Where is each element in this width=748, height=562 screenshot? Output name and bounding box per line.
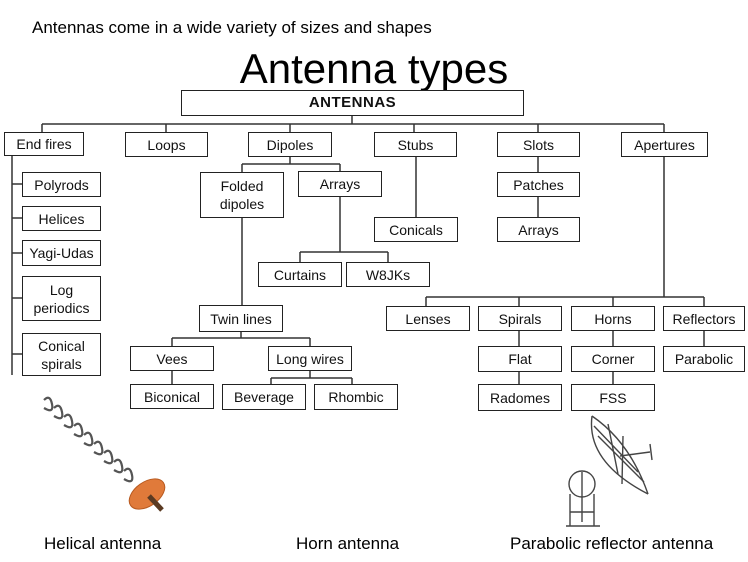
node-horns: Horns [571, 306, 655, 331]
node-yagi-udas: Yagi-Udas [22, 240, 101, 266]
top-caption: Antennas come in a wide variety of sizes… [32, 18, 432, 37]
node-dipoles: Dipoles [248, 132, 332, 157]
node-antennas: ANTENNAS [181, 90, 524, 116]
node-corner: Corner [571, 346, 655, 372]
node-flat: Flat [478, 346, 562, 372]
node-long-wires: Long wires [268, 346, 352, 371]
caption-horn-antenna: Horn antenna [296, 534, 400, 553]
node-polyrods: Polyrods [22, 172, 101, 197]
node-apertures: Apertures [621, 132, 708, 157]
node-slots: Slots [497, 132, 580, 157]
node-spirals: Spirals [478, 306, 562, 331]
node-log-periodics: Log periodics [22, 276, 101, 321]
node-biconical: Biconical [130, 384, 214, 409]
node-dipole-arrays: Arrays [298, 171, 382, 197]
caption-parabolic-reflector-antenna: Parabolic reflector antenna [510, 534, 714, 553]
node-twin-lines: Twin lines [199, 305, 283, 332]
node-curtains: Curtains [258, 262, 342, 287]
node-stubs: Stubs [374, 132, 457, 157]
node-conical-spirals: Conical spirals [22, 333, 101, 376]
node-fss: FSS [571, 384, 655, 411]
node-vees: Vees [130, 346, 214, 371]
helix-ground-disc [128, 478, 166, 510]
node-folded-dipoles: Folded dipoles [200, 172, 284, 218]
parabolic-reflector-illustration [566, 415, 653, 527]
caption-helical-antenna: Helical antenna [44, 534, 162, 553]
node-slot-arrays: Arrays [497, 217, 580, 242]
node-lenses: Lenses [386, 306, 470, 331]
node-radomes: Radomes [478, 384, 562, 411]
node-rhombic: Rhombic [314, 384, 398, 410]
node-loops: Loops [125, 132, 208, 157]
helical-antenna-illustration [43, 396, 166, 512]
node-end-fires: End fires [4, 132, 84, 156]
node-parabolic: Parabolic [663, 346, 745, 372]
node-conicals: Conicals [374, 217, 458, 242]
page-title: Antenna types [239, 45, 509, 92]
node-helices: Helices [22, 206, 101, 231]
node-reflectors: Reflectors [663, 306, 745, 331]
node-patches: Patches [497, 172, 580, 197]
node-w8jks: W8JKs [346, 262, 430, 287]
node-beverage: Beverage [222, 384, 306, 410]
